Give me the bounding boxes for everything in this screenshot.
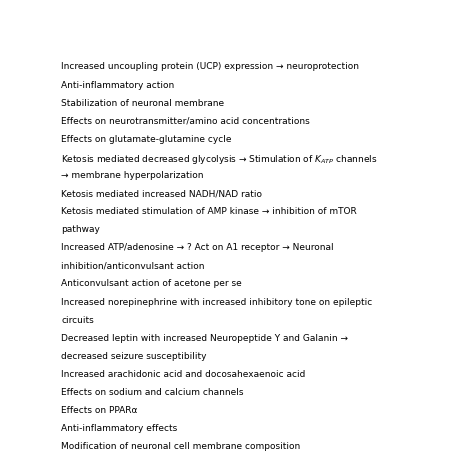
Text: circuits: circuits (61, 315, 94, 324)
Text: decreased seizure susceptibility: decreased seizure susceptibility (61, 351, 206, 360)
Text: Stabilization of neuronal membrane: Stabilization of neuronal membrane (61, 98, 224, 107)
Text: Anti-inflammatory action: Anti-inflammatory action (61, 81, 174, 89)
Text: pathway: pathway (61, 225, 100, 234)
Text: Increased norepinephrine with increased inhibitory tone on epileptic: Increased norepinephrine with increased … (61, 297, 372, 306)
Text: Anticonvulsant action of acetone per se: Anticonvulsant action of acetone per se (61, 279, 242, 288)
Text: Modification of neuronal cell membrane composition: Modification of neuronal cell membrane c… (61, 441, 300, 450)
Text: inhibition/anticonvulsant action: inhibition/anticonvulsant action (61, 261, 204, 270)
Text: Increased arachidonic acid and docosahexaenoic acid: Increased arachidonic acid and docosahex… (61, 369, 305, 378)
Text: Ketosis mediated decreased glycolysis → Stimulation of $K_{ATP}$ channels: Ketosis mediated decreased glycolysis → … (61, 152, 377, 166)
Text: Ketosis mediated stimulation of AMP kinase → inhibition of mTOR: Ketosis mediated stimulation of AMP kina… (61, 207, 356, 216)
Text: Anti-inflammatory effects: Anti-inflammatory effects (61, 423, 177, 432)
Text: Decreased leptin with increased Neuropeptide Y and Galanin →: Decreased leptin with increased Neuropep… (61, 333, 348, 342)
Text: Effects on glutamate-glutamine cycle: Effects on glutamate-glutamine cycle (61, 135, 231, 143)
Text: Increased uncoupling protein (UCP) expression → neuroprotection: Increased uncoupling protein (UCP) expre… (61, 62, 359, 71)
Text: Effects on neurotransmitter/amino acid concentrations: Effects on neurotransmitter/amino acid c… (61, 116, 309, 126)
Text: Increased ATP/adenosine → ? Act on A1 receptor → Neuronal: Increased ATP/adenosine → ? Act on A1 re… (61, 243, 333, 252)
Text: → membrane hyperpolarization: → membrane hyperpolarization (61, 171, 203, 180)
Text: Effects on PPARα: Effects on PPARα (61, 405, 137, 414)
Text: Ketosis mediated increased NADH/NAD ratio: Ketosis mediated increased NADH/NAD rati… (61, 189, 262, 197)
Text: Effects on sodium and calcium channels: Effects on sodium and calcium channels (61, 387, 243, 396)
